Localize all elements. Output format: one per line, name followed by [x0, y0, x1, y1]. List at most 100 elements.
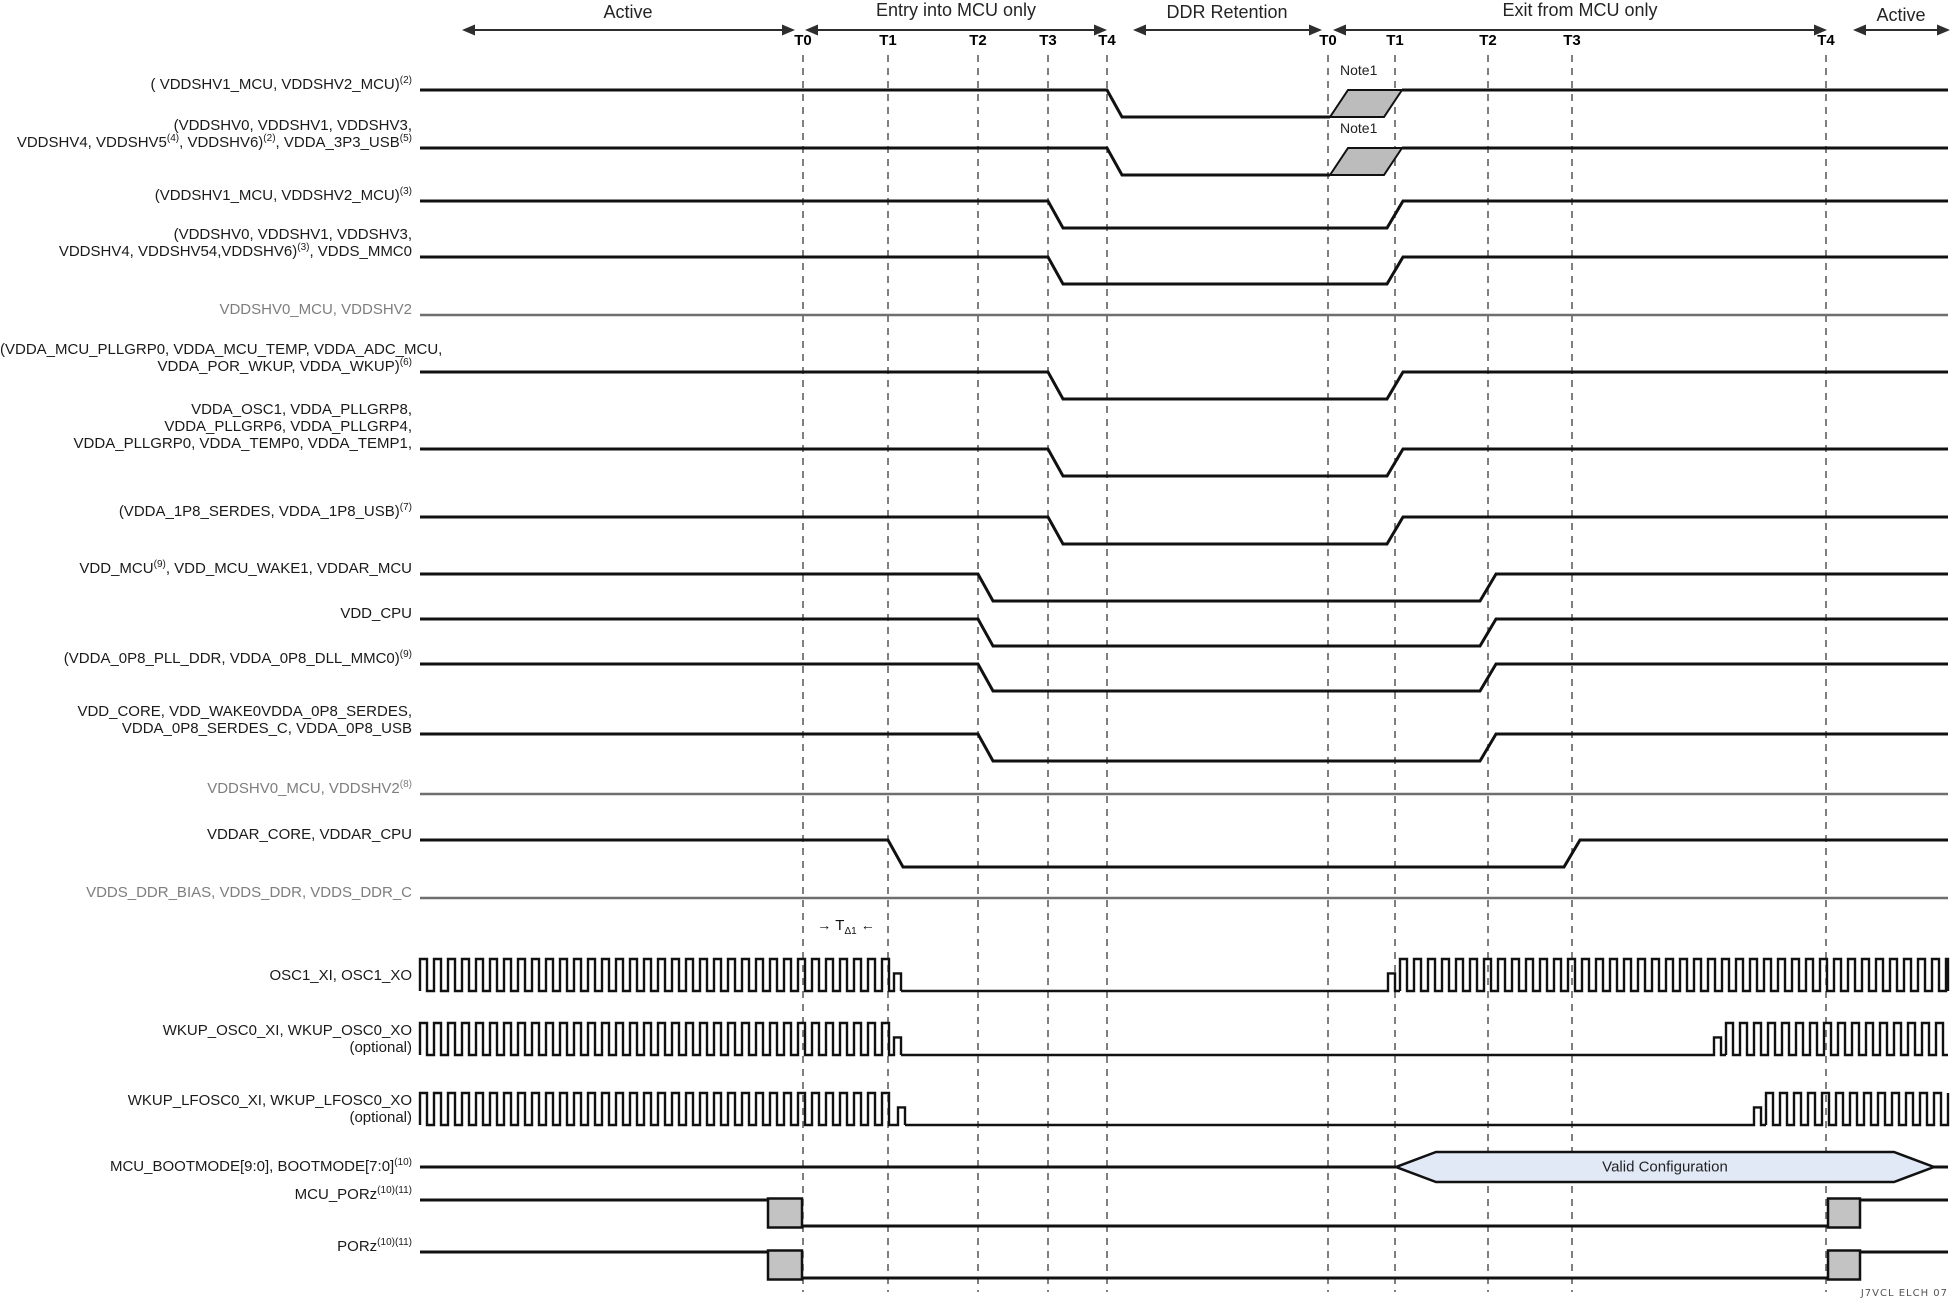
- signal-label-line: (VDDA_MCU_PLLGRP0, VDDA_MCU_TEMP, VDDA_A…: [0, 341, 442, 358]
- label-text: OSC1_XI, OSC1_XO: [269, 967, 412, 984]
- label-superscript: (10): [394, 1157, 412, 1168]
- arrow-right-icon: →: [817, 917, 832, 933]
- arrow-left-icon: [1133, 24, 1146, 36]
- label-text: (optional): [349, 1039, 412, 1056]
- signal-label-osc1: OSC1_XI, OSC1_XO: [0, 967, 412, 984]
- arrow-left-icon: [1333, 24, 1346, 36]
- transition-box: [1826, 1197, 1862, 1229]
- label-text: VDD_CPU: [340, 605, 412, 622]
- signal-label-line: VDDSHV0_MCU, VDDSHV2(8): [0, 779, 412, 798]
- time-marker-9: T4: [1817, 32, 1835, 49]
- label-text: VDDS_DDR_BIAS, VDDS_DDR, VDDS_DDR_C: [86, 884, 412, 901]
- label-text: MCU_BOOTMODE[9:0], BOOTMODE[7:0]: [109, 1158, 395, 1175]
- transition-box: [766, 1249, 804, 1281]
- transition-box: [766, 1197, 804, 1229]
- time-marker-6: T1: [1386, 32, 1404, 49]
- label-superscript: (9): [399, 649, 412, 660]
- label-text: , VDDA_3P3_USB: [275, 134, 400, 151]
- wave-wkup-lfosc0: [418, 1091, 1950, 1127]
- label-superscript: (4): [166, 133, 180, 144]
- signal-label-line: (VDDA_1P8_SERDES, VDDA_1P8_USB)(7): [0, 503, 412, 521]
- bus-valid-label: Valid Configuration: [1602, 1158, 1728, 1176]
- time-delta1-annotation: → TΔ1 ←: [813, 917, 878, 937]
- label-text: VDDSHV4, VDDSHV54,VDDSHV6): [58, 243, 298, 260]
- signal-label-line: (optional): [0, 1109, 412, 1126]
- signal-label-vddshv-grp3-mmc0: (VDDSHV0, VDDSHV1, VDDSHV3, VDDSHV4, VDDS…: [0, 226, 412, 260]
- time-marker-1: T1: [879, 32, 897, 49]
- label-text: (VDDSHV0, VDDSHV1, VDDSHV3,: [173, 226, 412, 243]
- signal-label-line: VDDA_0P8_SERDES_C, VDDA_0P8_USB: [0, 720, 412, 737]
- signal-label-vdda-0p8-pll-dll: (VDDA_0P8_PLL_DDR, VDDA_0P8_DLL_MMC0)(9): [0, 649, 412, 668]
- wave-vdda-mcu-wkup: [420, 370, 1948, 401]
- label-text: VDDA_PLLGRP0, VDDA_TEMP0, VDDA_TEMP1,: [73, 435, 412, 452]
- signal-label-line: VDD_CPU: [0, 605, 412, 622]
- phase-label-2: DDR Retention: [1166, 2, 1288, 22]
- figure-code: J7VCL ELCH 07: [1860, 1288, 1948, 1299]
- label-superscript: (2): [263, 133, 276, 144]
- arrow-right-icon: [782, 24, 795, 36]
- signal-label-line: MCU_PORz(10)(11): [0, 1185, 412, 1204]
- wave-vdda-osc-pllgrp-temp: [420, 447, 1948, 478]
- label-superscript: (8): [399, 779, 412, 790]
- transition-box: [1826, 1249, 1862, 1281]
- signal-label-bootmode: MCU_BOOTMODE[9:0], BOOTMODE[7:0](10): [0, 1157, 412, 1176]
- label-text: (VDDSHV0, VDDSHV1, VDDSHV3,: [173, 117, 412, 134]
- arrow-left-icon: [805, 24, 818, 36]
- arrow-left-icon: [462, 24, 475, 36]
- arrow-left-icon: [1853, 24, 1866, 36]
- signal-label-vddshv0-mcu-vddshv2: VDDSHV0_MCU, VDDSHV2: [0, 301, 412, 318]
- label-text: VDDSHV0_MCU, VDDSHV2: [207, 780, 400, 797]
- wave-vdda-0p8-pll-dll: [420, 662, 1948, 693]
- signal-label-line: VDDSHV0_MCU, VDDSHV2: [0, 301, 412, 318]
- signal-label-line: VDDA_POR_WKUP, VDDA_WKUP)(6): [0, 357, 412, 376]
- signal-label-line: WKUP_OSC0_XI, WKUP_OSC0_XO: [0, 1022, 412, 1039]
- label-text: (VDDA_0P8_PLL_DDR, VDDA_0P8_DLL_MMC0): [63, 650, 400, 667]
- signal-label-line: VDDA_OSC1, VDDA_PLLGRP8,: [0, 401, 412, 418]
- wave-vdda-1p8: [420, 515, 1948, 546]
- arrow-right-icon: [1814, 24, 1827, 36]
- signal-label-vdda-mcu-wkup: (VDDA_MCU_PLLGRP0, VDDA_MCU_TEMP, VDDA_A…: [0, 341, 442, 376]
- wave-vdd-core: [420, 732, 1948, 763]
- delta-label: T: [835, 917, 845, 934]
- label-text: VDDAR_CORE, VDDAR_CPU: [206, 826, 412, 843]
- phase-label-3: Exit from MCU only: [1502, 0, 1658, 20]
- signal-label-vddshv-grp2-3p3usb: (VDDSHV0, VDDSHV1, VDDSHV3, VDDSHV4, VDDS…: [0, 117, 412, 151]
- signal-label-line: ( VDDSHV1_MCU, VDDSHV2_MCU)(2): [0, 76, 412, 94]
- wave-vddshv-grp2-3p3usb: [420, 146, 1948, 177]
- signal-label-line: (VDDSHV0, VDDSHV1, VDDSHV3,: [0, 117, 412, 134]
- time-marker-5: T0: [1319, 32, 1337, 49]
- signal-label-vdd-core: VDD_CORE, VDD_WAKE0VDDA_0P8_SERDES, VDDA_…: [0, 703, 412, 737]
- label-text: , VDDSHV6): [179, 134, 264, 151]
- signal-label-mcu-porz: MCU_PORz(10)(11): [0, 1185, 412, 1204]
- label-superscript: (9): [153, 559, 166, 570]
- signal-label-vdd-mcu: VDD_MCU(9), VDD_MCU_WAKE1, VDDAR_MCU: [0, 559, 412, 578]
- signal-label-line: (VDDSHV1_MCU, VDDSHV2_MCU)(3): [0, 187, 412, 205]
- time-marker-4: T4: [1098, 32, 1116, 49]
- label-text: ( VDDSHV1_MCU, VDDSHV2_MCU): [150, 76, 400, 93]
- wave-vddar-core-cpu: [420, 838, 1948, 869]
- time-marker-2: T2: [969, 32, 987, 49]
- signal-label-line: (VDDSHV0, VDDSHV1, VDDSHV3,: [0, 226, 412, 243]
- label-superscript: (3): [297, 242, 310, 253]
- arrow-left-icon: ←: [860, 917, 875, 933]
- signal-label-vddar-core-cpu: VDDAR_CORE, VDDAR_CPU: [0, 826, 412, 843]
- delta-subscript: Δ1: [844, 926, 857, 937]
- label-text: VDDA_POR_WKUP, VDDA_WKUP): [157, 358, 400, 375]
- label-text: VDDSHV0_MCU, VDDSHV2: [219, 301, 412, 318]
- label-superscript: (10)(11): [377, 1185, 412, 1196]
- arrow-right-icon: [1309, 24, 1322, 36]
- wave-wkup-osc0: [418, 1021, 1948, 1057]
- time-marker-8: T3: [1563, 32, 1581, 49]
- signal-label-wkup-osc0: WKUP_OSC0_XI, WKUP_OSC0_XO (optional): [0, 1022, 412, 1056]
- signal-label-line: WKUP_LFOSC0_XI, WKUP_LFOSC0_XO: [0, 1092, 412, 1109]
- label-text: , VDDS_MMC0: [309, 243, 412, 260]
- label-text: (VDDA_1P8_SERDES, VDDA_1P8_USB): [118, 503, 400, 520]
- label-text: VDDA_0P8_SERDES_C, VDDA_0P8_USB: [121, 720, 412, 737]
- time-marker-7: T2: [1479, 32, 1497, 49]
- signal-label-vddshv0-mcu-vddshv2-8: VDDSHV0_MCU, VDDSHV2(8): [0, 779, 412, 798]
- wave-vdd-cpu: [420, 617, 1948, 648]
- label-text: PORz: [337, 1238, 378, 1255]
- label-superscript: (6): [399, 357, 412, 368]
